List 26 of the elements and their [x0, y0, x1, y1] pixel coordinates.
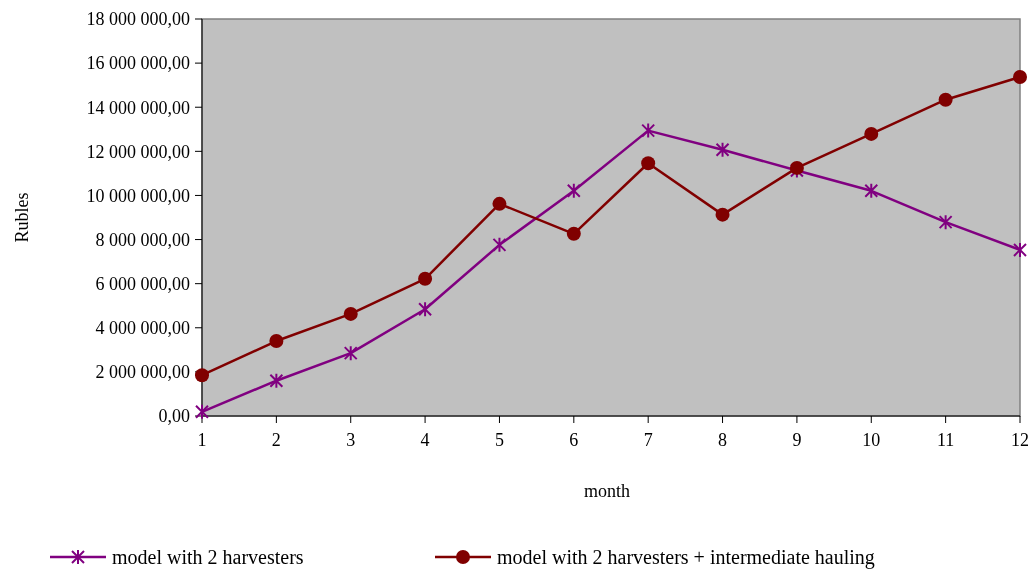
y-tick-label: 6 000 000,00 [95, 273, 190, 294]
x-tick-label: 8 [718, 430, 728, 450]
x-tick-label: 4 [420, 430, 430, 450]
y-axis-title: Rubles [12, 192, 32, 243]
x-tick-label: 5 [494, 430, 504, 450]
y-tick-label: 12 000 000,00 [86, 141, 190, 162]
y-tick-label: 0,00 [158, 406, 190, 427]
x-tick-label: 10 [862, 430, 881, 450]
y-tick-label: 16 000 000,00 [86, 53, 190, 74]
y-tick-label: 18 000 000,00 [86, 9, 190, 30]
legend-label: model with 2 harvesters + intermediate hauling [497, 546, 875, 569]
y-tick-label: 14 000 000,00 [86, 97, 190, 118]
x-axis-title: month [583, 481, 631, 501]
x-tick-label: 12 [1011, 430, 1029, 450]
x-tick-label: 11 [936, 430, 955, 450]
x-tick-label: 3 [346, 430, 356, 450]
x-tick-label: 2 [271, 430, 281, 450]
x-tick-label: 7 [643, 430, 653, 450]
legend-label: model with 2 harvesters [112, 546, 304, 568]
y-tick-label: 2 000 000,00 [95, 362, 190, 383]
y-tick-label: 8 000 000,00 [95, 229, 190, 250]
y-tick-label: 10 000 000,00 [86, 185, 190, 206]
x-tick-label: 1 [197, 430, 207, 450]
x-tick-label: 9 [792, 430, 802, 450]
y-tick-label: 4 000 000,00 [95, 318, 190, 339]
x-tick-label: 6 [569, 430, 579, 450]
